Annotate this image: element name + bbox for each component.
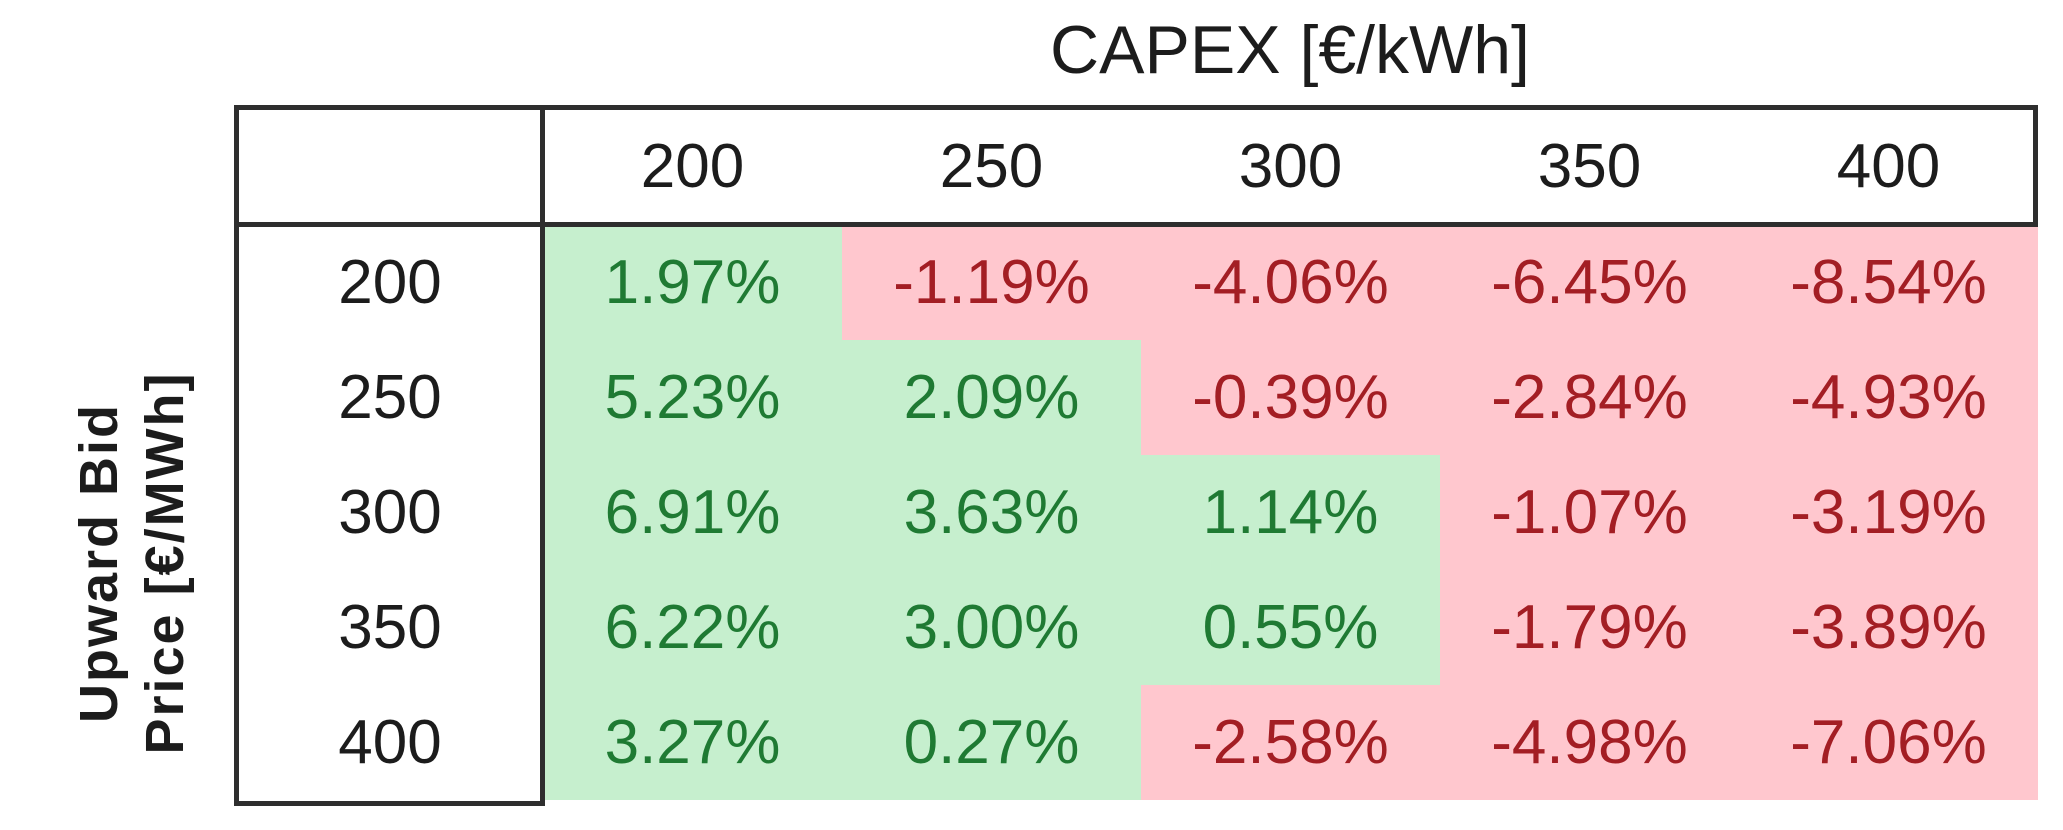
value-cell-r250-c300: -0.39% [1141,340,1440,455]
value-cell-r200-c200: 1.97% [543,225,842,340]
value-cell-r200-c250: -1.19% [842,225,1141,340]
col-header-350: 350 [1537,132,1642,201]
value-cell-r350-c250: 3.00% [842,570,1141,685]
value-cell-r350-c350: -1.79% [1440,570,1739,685]
y-axis-label-line1: Upward Bid [69,403,129,724]
table-border-header-right [2033,105,2038,227]
value-cell-r350-c400: -3.89% [1739,570,2038,685]
value-cell-r300-c250: 3.63% [842,455,1141,570]
value-cell-r300-c300: 1.14% [1141,455,1440,570]
value-cell-r300-c400: -3.19% [1739,455,2038,570]
value-cell-r250-c350: -2.84% [1440,340,1739,455]
row-header-300: 300 [338,478,442,547]
value-cell-r200-c400: -8.54% [1739,225,2038,340]
value-cell-r400-c200: 3.27% [543,685,842,800]
col-header-300: 300 [1238,132,1343,201]
table-border-row-header-bottom [234,801,545,806]
y-axis-label: Upward Bid Price [€/MWh] [57,283,207,830]
value-cell-r400-c250: 0.27% [842,685,1141,800]
col-header-400: 400 [1836,132,1941,201]
row-header-350: 350 [338,593,442,662]
chart-title: CAPEX [€/kWh] [1050,12,1530,88]
value-cell-r250-c400: -4.93% [1739,340,2038,455]
value-cell-r250-c250: 2.09% [842,340,1141,455]
heatmap-table: 200 250 300 350 400 200 1.97% -1.19% -4.06% -6.45… [237,108,2038,800]
row-header-400: 400 [338,708,442,777]
value-cell-r300-c350: -1.07% [1440,455,1739,570]
value-cell-r400-c400: -7.06% [1739,685,2038,800]
value-cell-r400-c300: -2.58% [1141,685,1440,800]
value-cell-r200-c300: -4.06% [1141,225,1440,340]
value-cell-r300-c200: 6.91% [543,455,842,570]
value-cell-r350-c300: 0.55% [1141,570,1440,685]
value-cell-r400-c350: -4.98% [1440,685,1739,800]
row-header-250: 250 [338,363,442,432]
value-cell-r350-c200: 6.22% [543,570,842,685]
table-border-left [234,105,239,806]
value-cell-r200-c350: -6.45% [1440,225,1739,340]
corner-cell [237,108,543,225]
col-header-200: 200 [640,132,745,201]
col-header-250: 250 [939,132,1044,201]
value-cell-r250-c200: 5.23% [543,340,842,455]
table-border-top [234,105,2038,110]
y-axis-label-line2: Price [€/MWh] [135,371,195,755]
row-header-200: 200 [338,248,442,317]
table-border-header-bottom [234,222,2038,227]
table-border-row-header-divider [540,105,545,806]
